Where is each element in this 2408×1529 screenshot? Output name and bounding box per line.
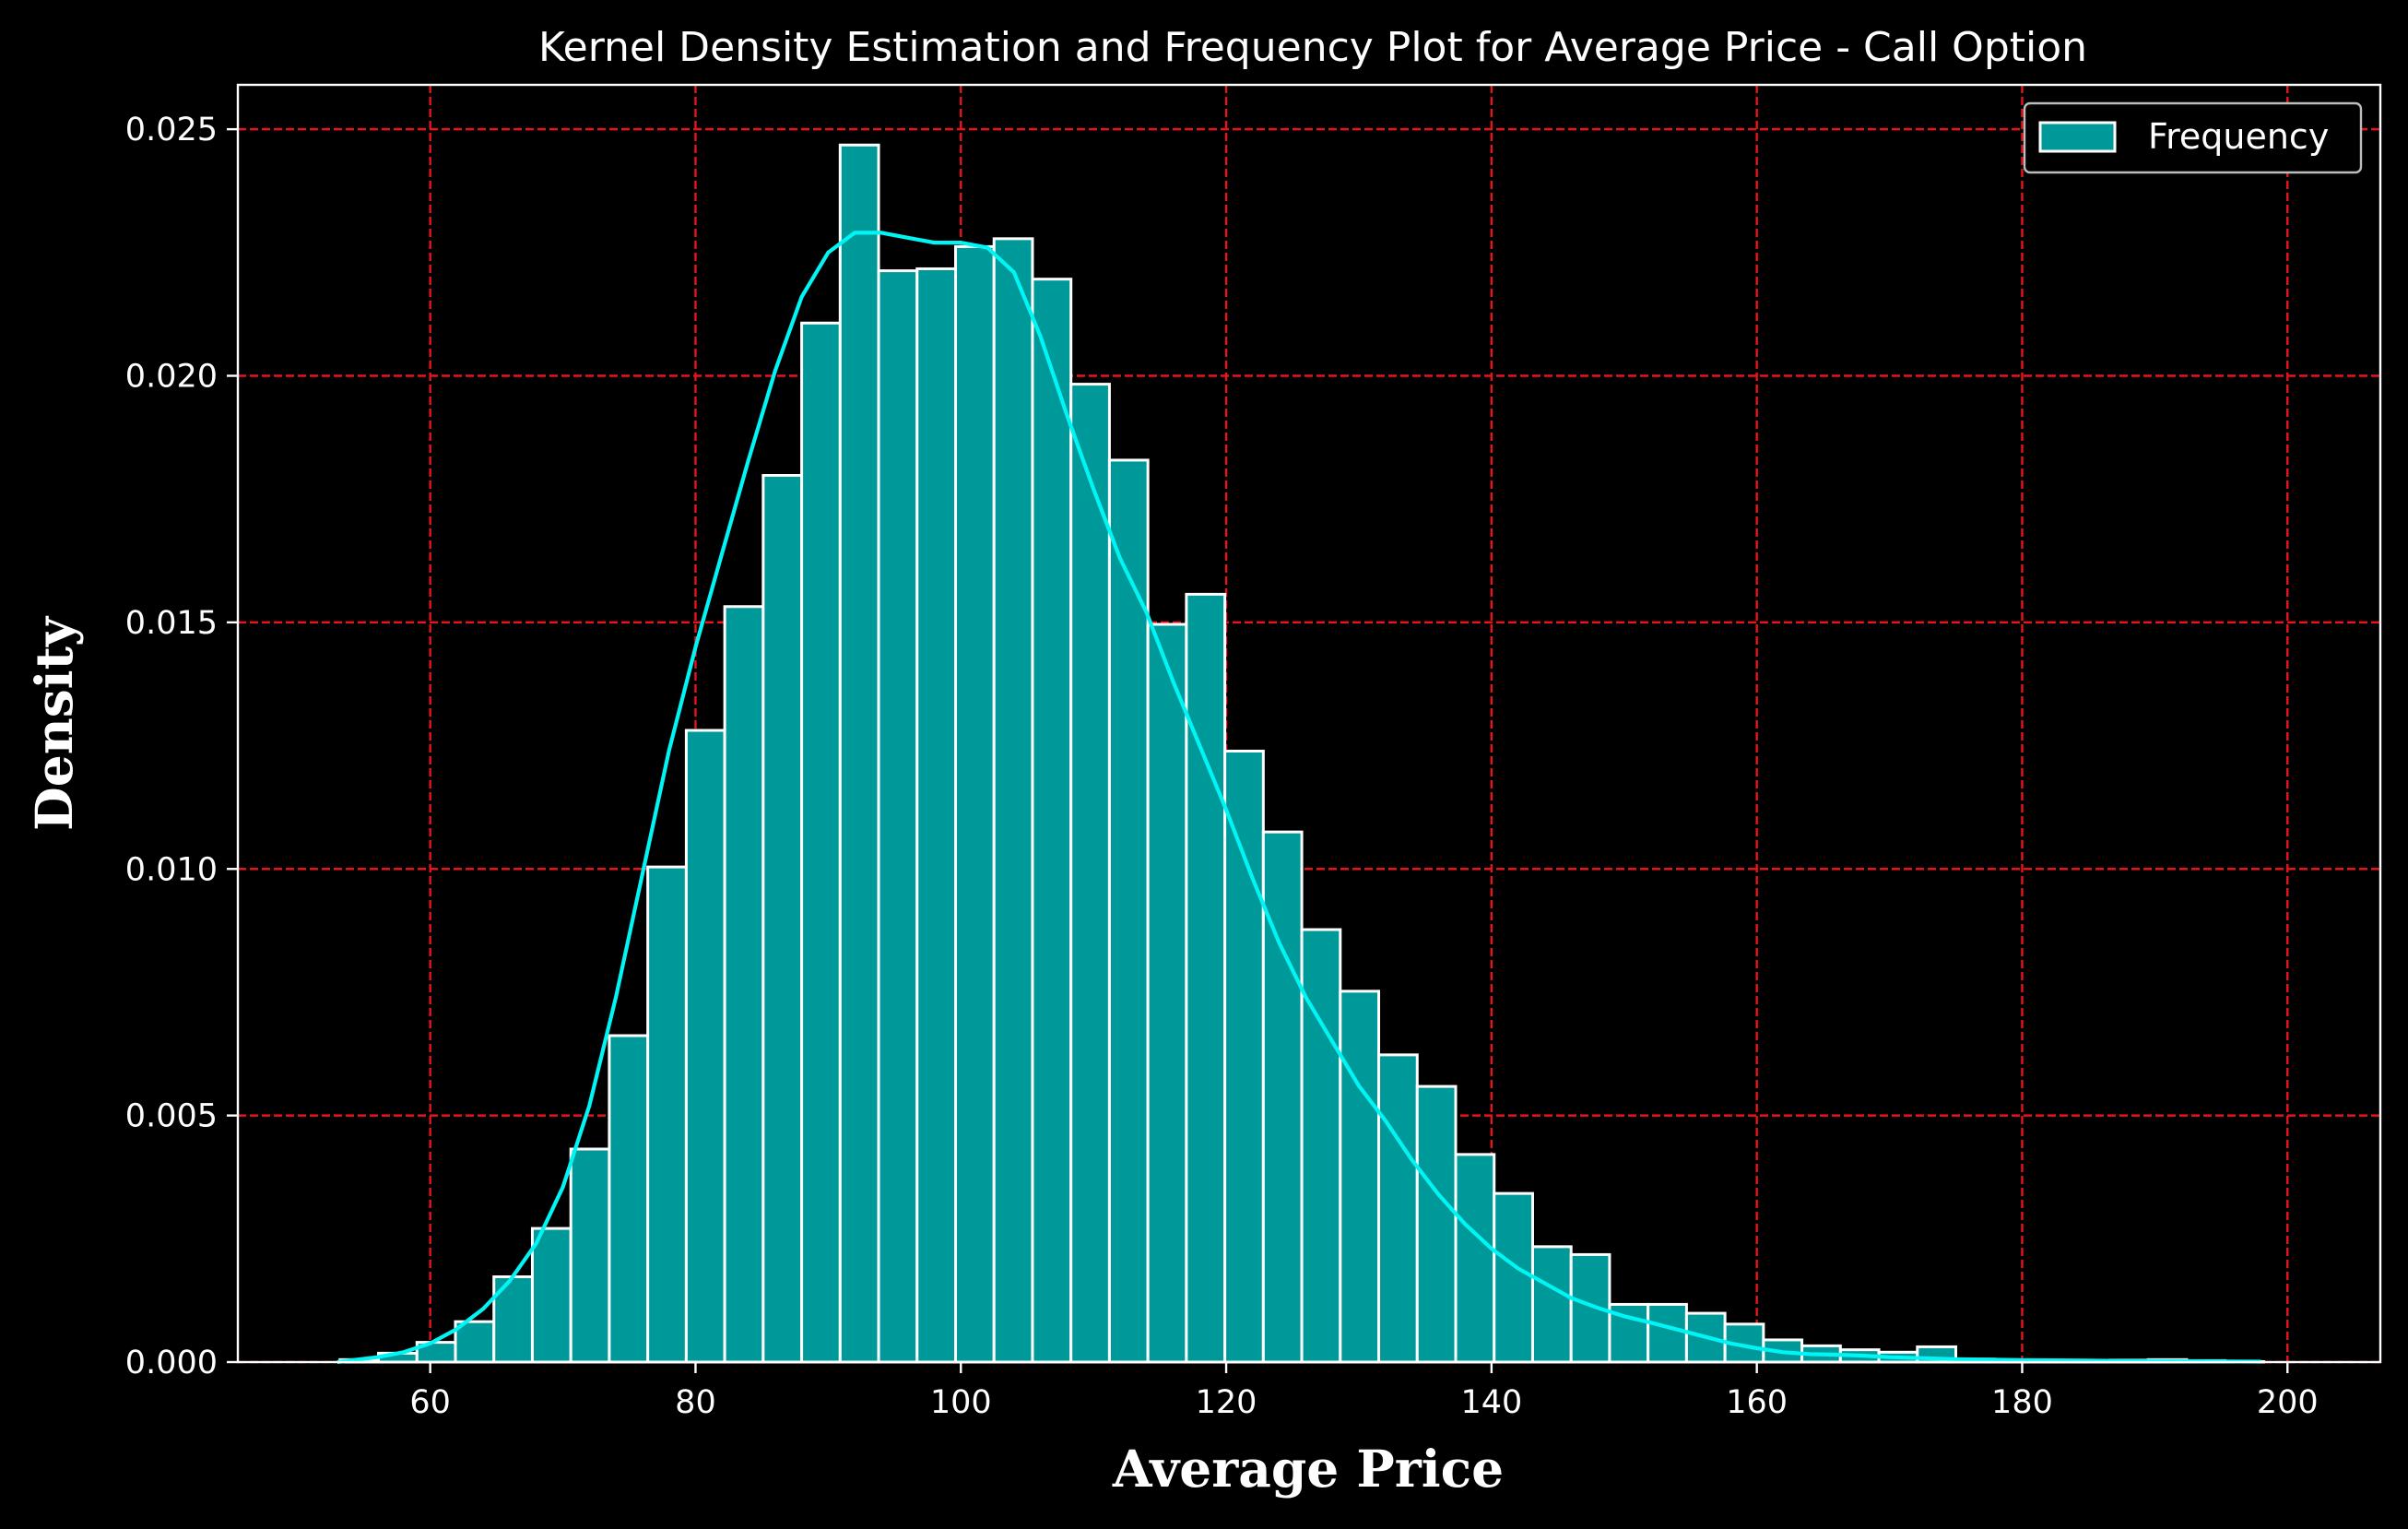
x-tick-label: 100 bbox=[930, 1384, 992, 1421]
histogram-bar bbox=[1300, 928, 1342, 1364]
histogram-bar bbox=[684, 729, 726, 1364]
histogram-bar bbox=[954, 244, 996, 1364]
legend-label: Frequency bbox=[2148, 116, 2329, 157]
y-tick-label: 0.015 bbox=[125, 605, 218, 642]
histogram-bar bbox=[723, 605, 765, 1364]
histogram-bar bbox=[646, 865, 688, 1364]
kde-line bbox=[336, 231, 2261, 1365]
y-axis-label: Density bbox=[24, 615, 84, 831]
histogram-bar bbox=[800, 321, 842, 1364]
histogram-bar bbox=[1454, 1153, 1496, 1364]
y-tick-label: 0.005 bbox=[125, 1098, 218, 1135]
histogram-bar bbox=[1493, 1191, 1534, 1364]
histogram-bar bbox=[992, 237, 1034, 1364]
histogram-bar bbox=[1185, 592, 1227, 1364]
histogram-bar bbox=[838, 143, 880, 1364]
histogram-bar bbox=[1339, 990, 1381, 1364]
legend-box bbox=[2023, 101, 2363, 174]
histogram-bar bbox=[1069, 383, 1111, 1364]
histogram-bars bbox=[338, 143, 2265, 1364]
chart-title: Kernel Density Estimation and Frequency … bbox=[538, 24, 2087, 71]
x-tick-label: 60 bbox=[409, 1384, 451, 1421]
x-axis-label: Average Price bbox=[1112, 1439, 1504, 1499]
histogram-bar bbox=[569, 1147, 611, 1364]
plot-frame bbox=[236, 83, 2382, 1364]
histogram-bar bbox=[915, 267, 958, 1364]
x-tick-label: 140 bbox=[1460, 1384, 1522, 1421]
legend: Frequency bbox=[2023, 101, 2363, 174]
histogram-bar bbox=[877, 269, 919, 1364]
histogram-bar bbox=[761, 474, 804, 1364]
histogram-bar bbox=[1261, 830, 1304, 1364]
histogram-bar bbox=[1377, 1053, 1419, 1364]
legend-swatch bbox=[2038, 121, 2117, 153]
x-axis-ticks: 60 80 100 120 140 160 180 200 bbox=[409, 1362, 2319, 1421]
x-tick-label: 120 bbox=[1196, 1384, 1257, 1421]
y-tick-label: 0.025 bbox=[125, 112, 218, 148]
histogram-bar bbox=[1647, 1302, 1688, 1364]
y-tick-label: 0.020 bbox=[125, 359, 218, 396]
histogram-bar bbox=[1031, 278, 1073, 1364]
histogram-bar bbox=[1530, 1245, 1573, 1364]
histogram-bar bbox=[1107, 458, 1150, 1364]
y-axis-ticks: 0.000 0.005 0.010 0.015 0.020 0.025 bbox=[125, 112, 238, 1381]
histogram-bar bbox=[1223, 749, 1265, 1364]
x-tick-label: 80 bbox=[675, 1384, 716, 1421]
histogram-bar bbox=[530, 1227, 572, 1364]
histogram-bar bbox=[608, 1034, 650, 1364]
histogram-bar bbox=[1415, 1085, 1458, 1364]
x-tick-label: 180 bbox=[1991, 1384, 2053, 1421]
x-tick-label: 160 bbox=[1726, 1384, 1788, 1421]
y-tick-label: 0.010 bbox=[125, 851, 218, 888]
y-tick-label: 0.000 bbox=[125, 1345, 218, 1381]
histogram-bar bbox=[1146, 622, 1188, 1364]
x-tick-label: 200 bbox=[2257, 1384, 2319, 1421]
